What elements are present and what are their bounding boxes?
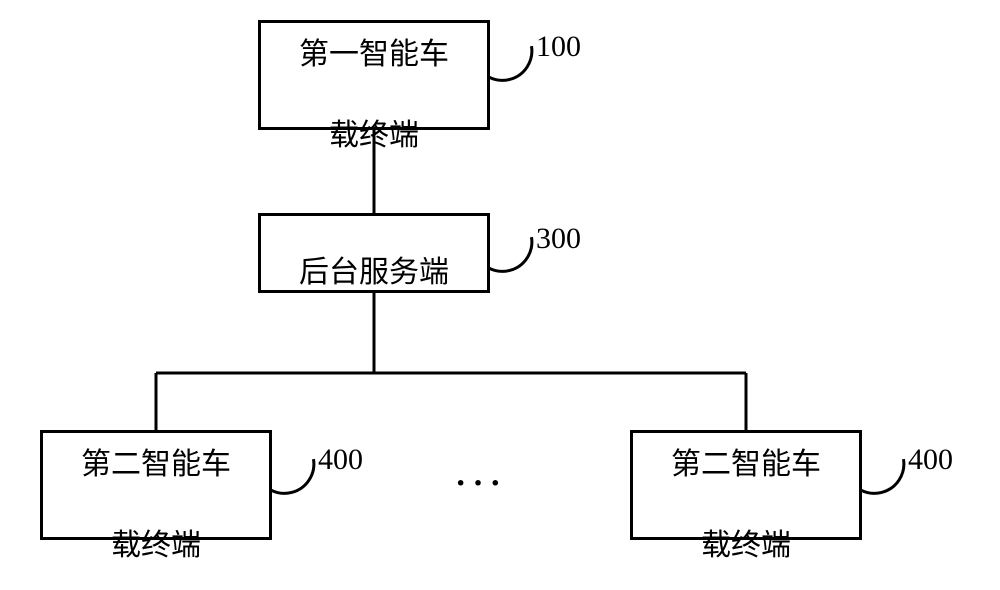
ellipsis-icon: ···	[455, 465, 507, 503]
node-second-terminal-right: 第二智能车 载终端	[630, 430, 862, 540]
node-label-line1: 后台服务端	[299, 256, 449, 289]
node-label-line1: 第一智能车	[299, 38, 449, 71]
callout-label-100: 100	[536, 30, 581, 64]
node-label-line2: 载终端	[701, 529, 791, 562]
node-label: 第二智能车 载终端	[671, 404, 821, 566]
callout-label-300: 300	[536, 222, 581, 256]
diagram-canvas: 第一智能车 载终端 100 后台服务端 300 第二智能车 载终端 400 第二…	[0, 0, 1000, 590]
node-label: 第一智能车 载终端	[299, 0, 449, 156]
node-backend-server: 后台服务端	[258, 213, 490, 293]
callout-label-400-left: 400	[318, 443, 363, 477]
node-label-line2: 载终端	[111, 529, 201, 562]
node-label-line1: 第二智能车	[81, 448, 231, 481]
node-label-line1: 第二智能车	[671, 448, 821, 481]
node-first-terminal: 第一智能车 载终端	[258, 20, 490, 130]
node-label: 后台服务端	[299, 213, 449, 294]
node-second-terminal-left: 第二智能车 载终端	[40, 430, 272, 540]
callout-label-400-right: 400	[908, 443, 953, 477]
node-label-line2: 载终端	[329, 119, 419, 152]
node-label: 第二智能车 载终端	[81, 404, 231, 566]
